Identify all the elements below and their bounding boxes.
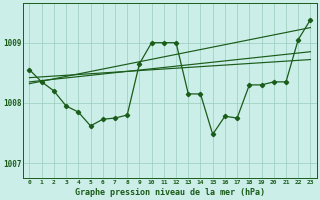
X-axis label: Graphe pression niveau de la mer (hPa): Graphe pression niveau de la mer (hPa) [75, 188, 265, 197]
